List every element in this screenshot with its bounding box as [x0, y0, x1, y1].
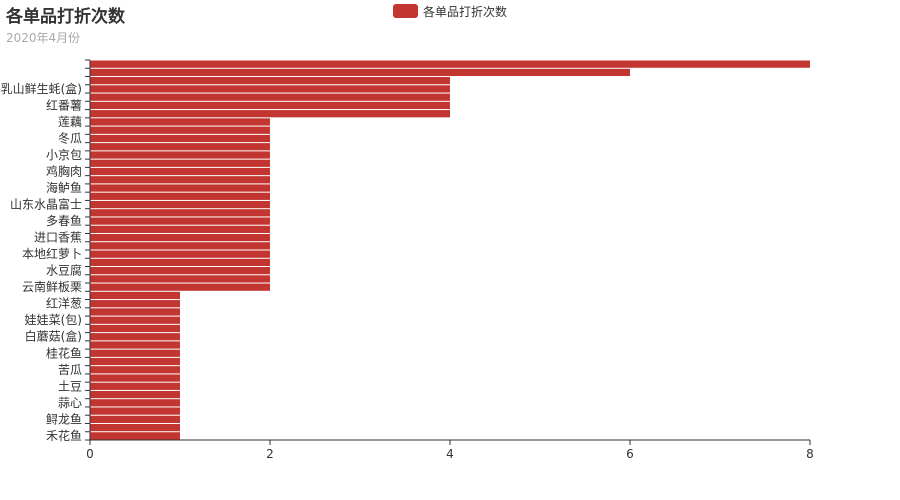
- y-tick-label: 红洋葱: [46, 296, 82, 311]
- bar[interactable]: [90, 134, 270, 143]
- chart-title: 各单品打折次数: [6, 7, 125, 27]
- x-tick-label: 8: [806, 447, 814, 461]
- bar[interactable]: [90, 176, 270, 184]
- y-tick-label: 莲藕: [58, 115, 82, 129]
- y-tick-label: 冬瓜: [58, 130, 82, 145]
- bar[interactable]: [90, 242, 270, 250]
- y-tick-label: 乳山鲜生蚝(盒): [1, 81, 82, 96]
- bar[interactable]: [90, 110, 450, 118]
- bars-layer: [90, 60, 810, 440]
- y-tick-label: 海鲈鱼: [46, 180, 82, 195]
- bar[interactable]: [90, 93, 450, 101]
- bar[interactable]: [90, 209, 270, 217]
- legend-swatch: [393, 4, 418, 18]
- y-tick-label: 水豆腐: [46, 263, 82, 278]
- y-tick-label: 禾花鱼: [46, 428, 82, 443]
- bar[interactable]: [90, 300, 180, 308]
- bar[interactable]: [90, 357, 180, 366]
- bar[interactable]: [90, 283, 270, 291]
- bar[interactable]: [90, 341, 180, 349]
- bar[interactable]: [90, 316, 180, 324]
- bar[interactable]: [90, 382, 180, 390]
- bar[interactable]: [90, 432, 180, 440]
- chart-subtitle: 2020年4月份: [6, 31, 81, 45]
- y-tick-label: 云南鲜板栗: [22, 279, 82, 294]
- bar[interactable]: [90, 366, 180, 374]
- bar[interactable]: [90, 407, 180, 415]
- bar[interactable]: [90, 167, 270, 176]
- legend[interactable]: 各单品打折次数: [393, 4, 508, 19]
- x-tick-label: 2: [266, 447, 274, 461]
- bar[interactable]: [90, 233, 270, 242]
- y-tick-label: 进口香蕉: [34, 231, 82, 245]
- bar[interactable]: [90, 101, 450, 110]
- bar[interactable]: [90, 333, 180, 341]
- bar[interactable]: [90, 126, 270, 134]
- y-tick-label: 娃娃菜(包): [25, 313, 82, 327]
- bar[interactable]: [90, 184, 270, 192]
- bar[interactable]: [90, 308, 180, 316]
- bar[interactable]: [90, 143, 270, 151]
- legend-label: 各单品打折次数: [423, 4, 508, 19]
- bar[interactable]: [90, 151, 270, 159]
- y-tick-label: 蒜心: [58, 396, 82, 410]
- bar[interactable]: [90, 200, 270, 209]
- bar[interactable]: [90, 374, 180, 382]
- bar[interactable]: [90, 291, 180, 300]
- bar[interactable]: [90, 324, 180, 333]
- bar[interactable]: [90, 77, 450, 85]
- bar[interactable]: [90, 159, 270, 167]
- bar[interactable]: [90, 423, 180, 432]
- y-tick-label: 小京包: [46, 148, 82, 162]
- bar[interactable]: [90, 349, 180, 357]
- y-tick-label: 多春鱼: [46, 214, 82, 228]
- bar[interactable]: [90, 85, 450, 93]
- y-tick-label: 鸡胸肉: [46, 164, 82, 179]
- x-tick-label: 4: [446, 447, 454, 461]
- y-tick-label: 红番薯: [46, 97, 82, 112]
- x-tick-label: 0: [86, 447, 94, 461]
- y-tick-label: 鲟龙鱼: [46, 412, 82, 426]
- bar[interactable]: [90, 217, 270, 225]
- bar[interactable]: [90, 390, 180, 399]
- y-tick-label: 白蘑菇(盒): [25, 329, 82, 344]
- bar[interactable]: [90, 415, 180, 423]
- x-tick-label: 6: [626, 447, 634, 461]
- bar[interactable]: [90, 118, 270, 126]
- y-tick-label: 桂花鱼: [46, 345, 82, 360]
- bar[interactable]: [90, 399, 180, 407]
- bar[interactable]: [90, 68, 630, 77]
- y-tick-label: 苦瓜: [58, 363, 82, 377]
- bar[interactable]: [90, 250, 270, 258]
- bar[interactable]: [90, 60, 810, 68]
- bar[interactable]: [90, 258, 270, 267]
- bar[interactable]: [90, 225, 270, 233]
- y-tick-label: 山东水晶富士: [10, 197, 82, 212]
- bar[interactable]: [90, 275, 270, 283]
- bar[interactable]: [90, 267, 270, 275]
- y-tick-label: 土豆: [58, 379, 82, 393]
- bar[interactable]: [90, 192, 270, 200]
- y-tick-label: 本地红萝卜: [22, 246, 82, 261]
